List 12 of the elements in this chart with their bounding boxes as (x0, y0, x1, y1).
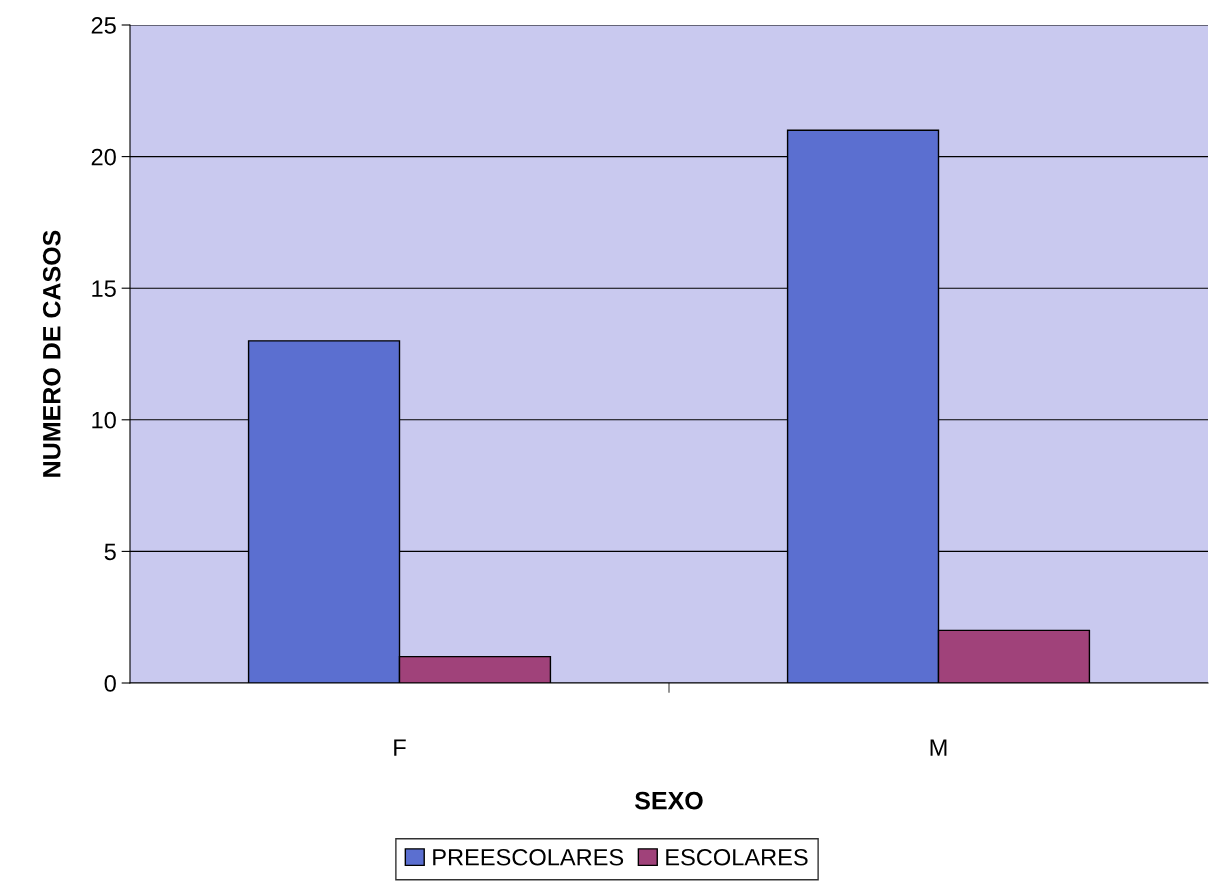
y-tick-label: 10 (92, 411, 116, 429)
y-tick-label: 15 (92, 280, 116, 297)
x-axis-title: SEXO (634, 791, 703, 810)
y-tick-label: 5 (104, 543, 116, 561)
y-tick-label: 0 (104, 675, 116, 692)
legend-label: PREESCOLARES (433, 848, 624, 866)
x-tick-label: F (394, 739, 406, 756)
y-tick-label: 25 (91, 17, 116, 34)
y-axis-title: NUMERO DE CASOS (42, 230, 61, 477)
y-tick-label: 20 (91, 148, 116, 166)
x-tick-label: M (930, 739, 947, 756)
legend-label: ESCOLARES (666, 848, 808, 866)
